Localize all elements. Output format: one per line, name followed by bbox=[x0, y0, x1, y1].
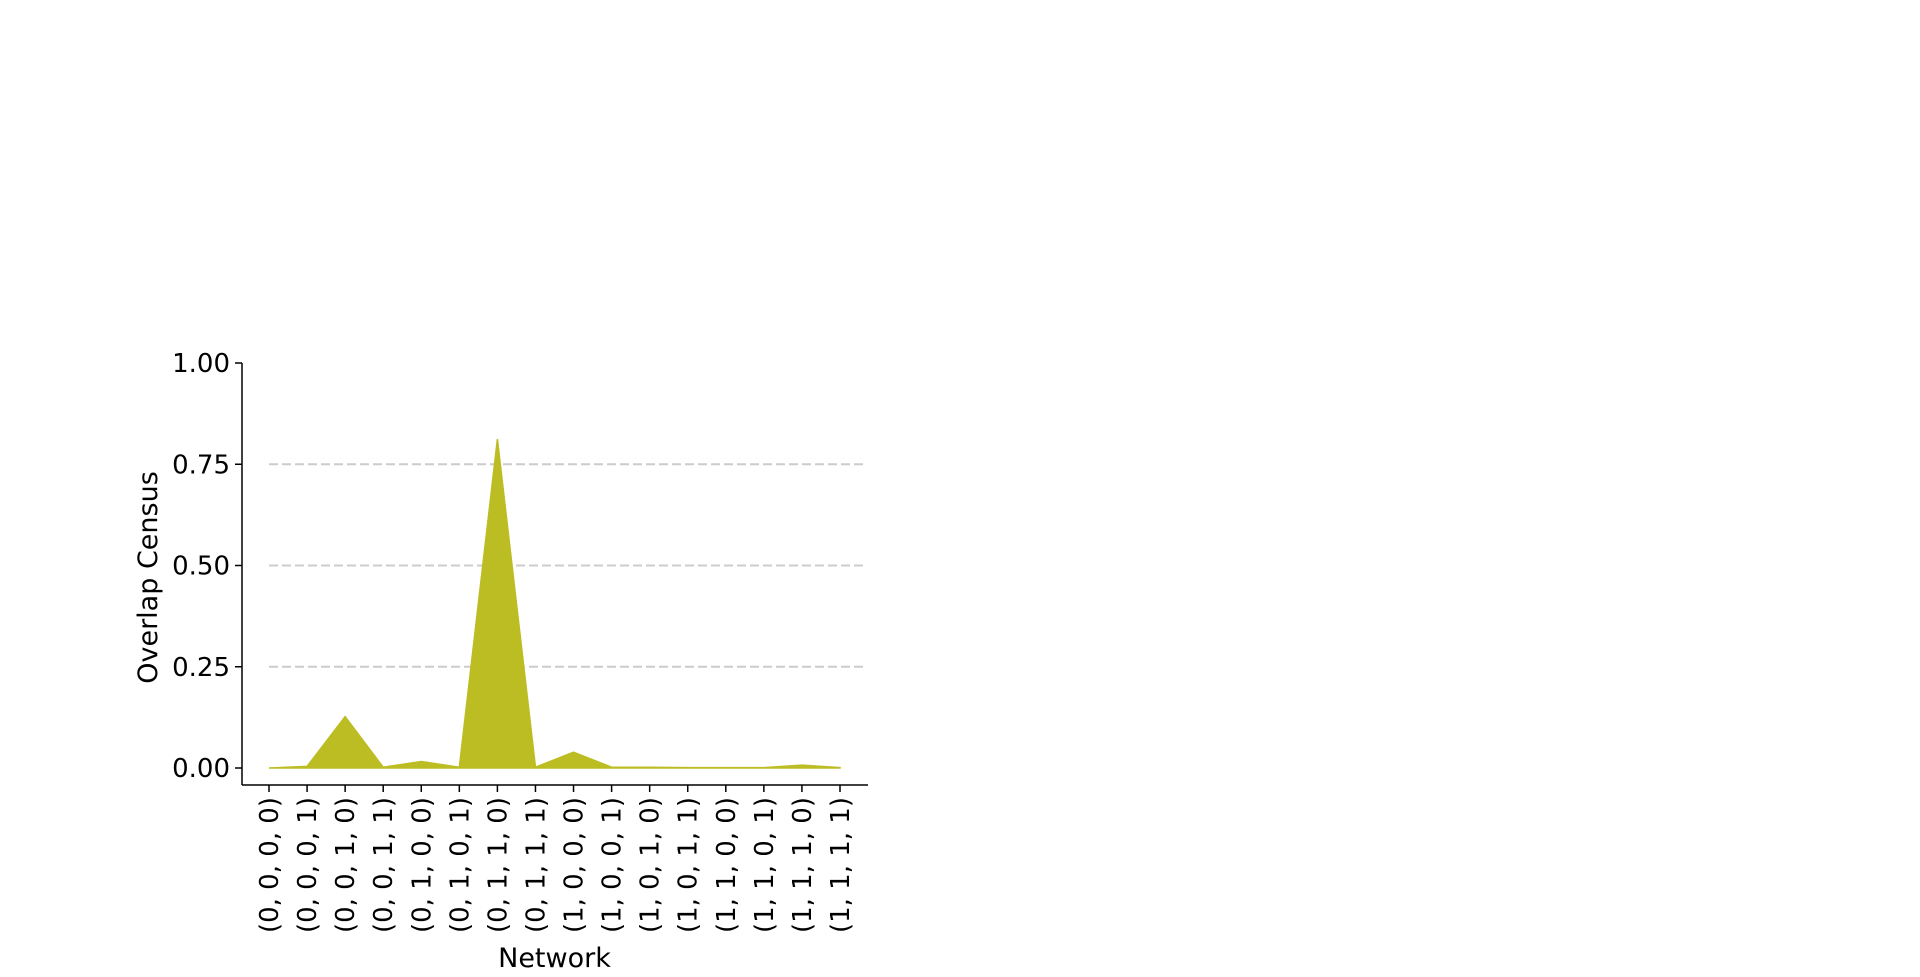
x-tick-label: (1, 1, 1, 0) bbox=[788, 797, 818, 933]
x-tick-label: (1, 0, 1, 0) bbox=[636, 797, 666, 933]
x-tick-label: (0, 0, 1, 0) bbox=[331, 797, 361, 933]
area-series bbox=[268, 439, 841, 769]
x-tick-label: (1, 0, 1, 1) bbox=[674, 797, 704, 933]
grid-lines bbox=[269, 463, 864, 668]
y-axis-label: Overlap Census bbox=[133, 471, 164, 684]
x-tick-label: (0, 1, 0, 1) bbox=[445, 797, 475, 933]
x-tick-label: (0, 1, 1, 0) bbox=[483, 797, 513, 933]
x-axis-label: Network bbox=[498, 943, 611, 974]
x-tick-label: (1, 0, 0, 0) bbox=[560, 797, 590, 933]
x-tick-label: (0, 0, 0, 1) bbox=[293, 797, 323, 933]
y-tick-label: 0.75 bbox=[172, 450, 230, 480]
axes bbox=[241, 363, 868, 786]
x-tick-label: (0, 1, 0, 0) bbox=[407, 797, 437, 933]
x-tick-label: (1, 1, 1, 1) bbox=[826, 797, 856, 933]
x-tick-label: (0, 0, 1, 1) bbox=[369, 797, 399, 933]
x-tick-label: (1, 0, 0, 1) bbox=[598, 797, 628, 933]
x-ticks: (0, 0, 0, 0) (0, 0, 0, 1) (0, 0, 1, 0) (0, … bbox=[255, 785, 856, 933]
x-tick-label: (0, 0, 0, 0) bbox=[255, 797, 285, 933]
x-tick-label: (0, 1, 1, 1) bbox=[521, 797, 551, 933]
y-tick-label: 0.00 bbox=[172, 754, 230, 784]
y-tick-label: 1.00 bbox=[172, 349, 230, 379]
y-tick-label: 0.50 bbox=[172, 552, 230, 582]
y-ticks: 0.00 0.25 0.50 0.75 1.00 bbox=[172, 349, 242, 784]
y-tick-label: 0.25 bbox=[172, 653, 230, 683]
x-tick-label: (1, 1, 0, 1) bbox=[750, 797, 780, 933]
area-fill bbox=[268, 439, 841, 769]
x-tick-label: (1, 1, 0, 0) bbox=[712, 797, 742, 933]
